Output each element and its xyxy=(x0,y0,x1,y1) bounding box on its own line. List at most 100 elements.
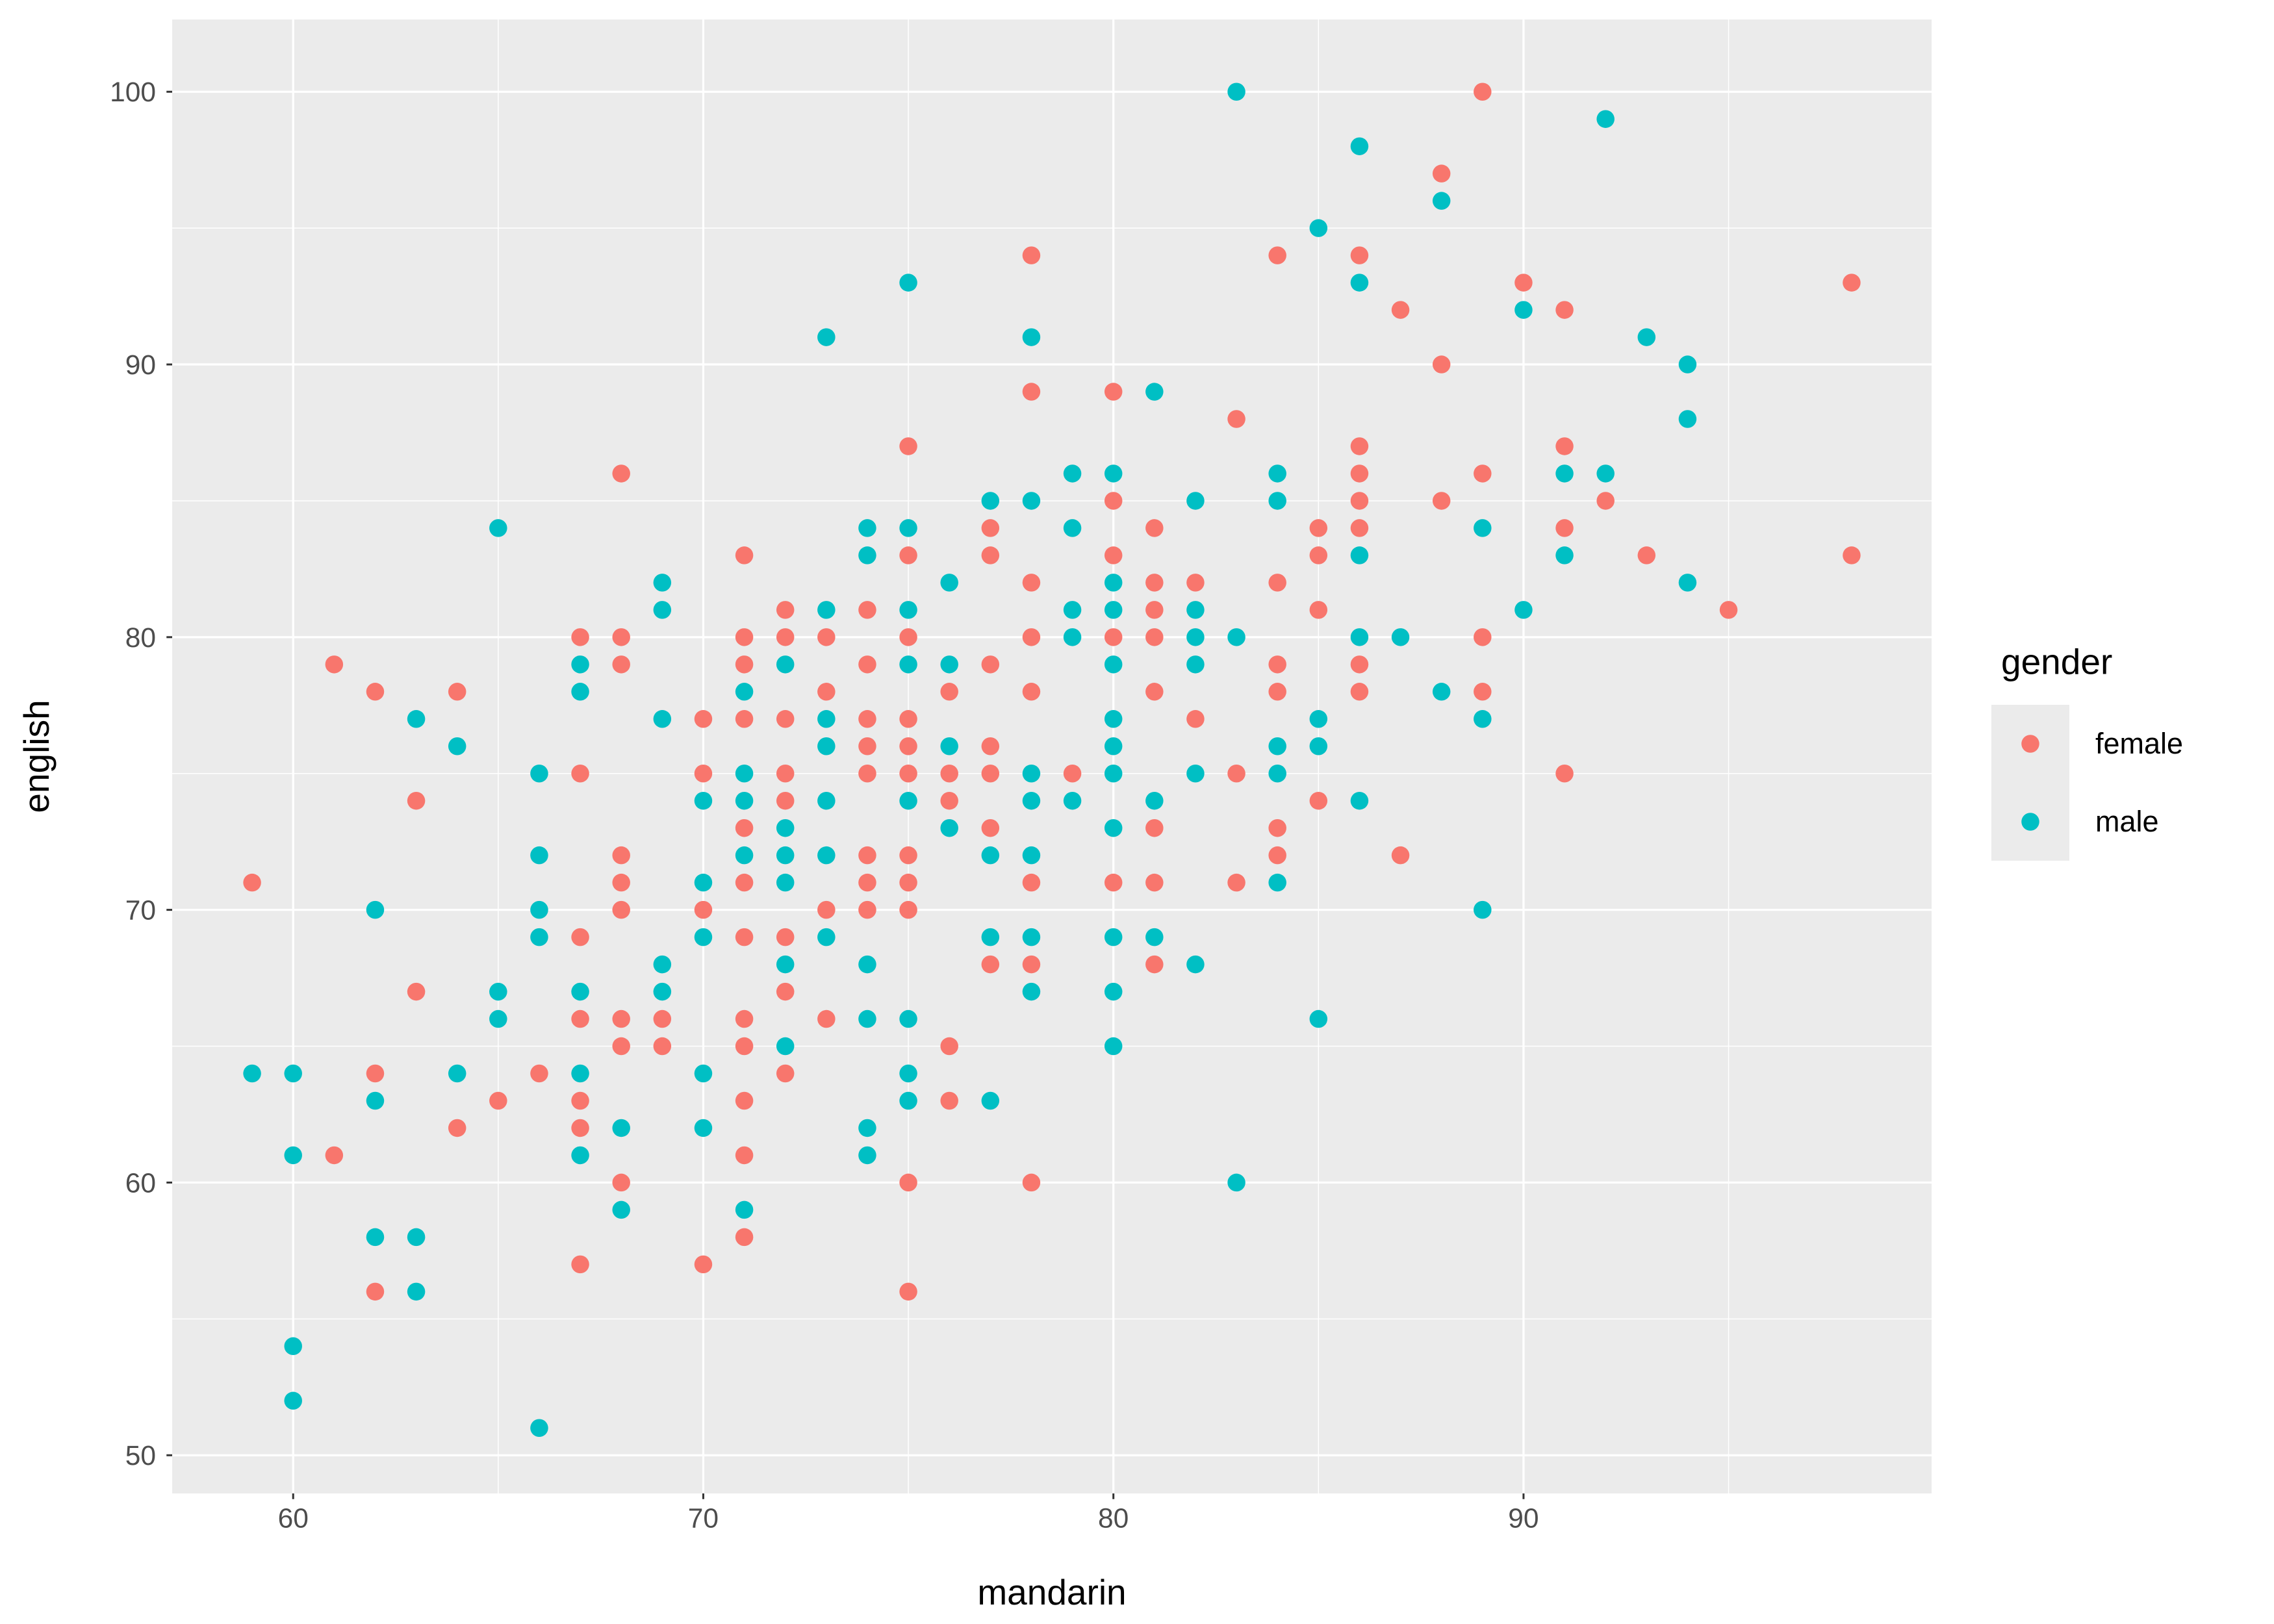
data-point-male xyxy=(776,655,795,674)
data-point-male xyxy=(1063,519,1082,537)
data-point-female xyxy=(530,1064,548,1083)
data-point-female xyxy=(981,955,1000,974)
data-point-female xyxy=(694,764,713,783)
data-point-male xyxy=(1309,710,1328,728)
data-point-female xyxy=(776,982,795,1001)
legend-key-box xyxy=(1991,705,2069,783)
data-point-female xyxy=(1145,683,1164,701)
data-point-male xyxy=(1678,410,1697,428)
data-point-male xyxy=(1432,192,1451,210)
legend-entry-female: female xyxy=(1991,705,2274,783)
data-point-female xyxy=(1227,764,1246,783)
data-point-male xyxy=(1268,737,1286,755)
data-point-female xyxy=(1514,273,1533,292)
data-point-female xyxy=(776,601,795,619)
data-point-male xyxy=(1104,737,1123,755)
data-point-male xyxy=(653,982,672,1001)
legend-entry-male: male xyxy=(1991,783,2274,861)
data-point-male xyxy=(1596,464,1615,483)
data-point-male xyxy=(694,873,713,892)
data-point-male xyxy=(1268,492,1286,510)
data-point-female xyxy=(571,1009,589,1028)
data-point-female xyxy=(735,655,754,674)
data-point-male xyxy=(1186,492,1205,510)
data-point-male xyxy=(571,982,589,1001)
data-point-female xyxy=(571,764,589,783)
y-tick-label: 80 xyxy=(125,623,156,653)
data-point-female xyxy=(1104,546,1123,565)
data-point-female xyxy=(1309,601,1328,619)
data-point-female xyxy=(1227,873,1246,892)
data-point-female xyxy=(858,873,876,892)
y-tick-label: 70 xyxy=(125,896,156,926)
data-point-female xyxy=(694,1255,713,1274)
data-point-male xyxy=(981,928,1000,946)
data-point-male xyxy=(571,1064,589,1083)
data-point-female xyxy=(735,1091,754,1110)
data-point-female xyxy=(1268,846,1286,865)
data-point-female xyxy=(776,928,795,946)
data-point-female xyxy=(858,710,876,728)
data-point-male xyxy=(1474,519,1492,537)
data-point-female xyxy=(1104,628,1123,646)
data-point-female xyxy=(612,628,630,646)
data-point-male xyxy=(817,710,836,728)
data-point-female xyxy=(817,900,836,919)
legend-label-female: female xyxy=(2095,726,2184,759)
data-point-male xyxy=(694,1064,713,1083)
data-point-female xyxy=(694,900,713,919)
data-point-female xyxy=(735,873,754,892)
data-point-female xyxy=(1145,955,1164,974)
data-point-female xyxy=(981,737,1000,755)
data-point-female xyxy=(735,1009,754,1028)
data-point-male xyxy=(1063,791,1082,810)
data-point-female xyxy=(899,1282,917,1301)
data-point-male xyxy=(1063,464,1082,483)
data-point-male xyxy=(1022,982,1041,1001)
data-point-male xyxy=(1104,982,1123,1001)
data-point-male xyxy=(735,764,754,783)
data-point-male xyxy=(1309,737,1328,755)
data-point-male xyxy=(735,791,754,810)
data-point-male xyxy=(571,683,589,701)
data-point-female xyxy=(1104,873,1123,892)
data-point-female xyxy=(1022,683,1041,701)
data-point-male xyxy=(1227,1173,1246,1192)
data-point-female xyxy=(407,982,426,1001)
data-point-male xyxy=(1309,219,1328,237)
data-point-female xyxy=(1555,764,1574,783)
data-point-male xyxy=(899,1009,917,1028)
data-point-male xyxy=(858,955,876,974)
data-point-female xyxy=(1474,683,1492,701)
data-point-male xyxy=(1350,137,1369,155)
data-point-female xyxy=(899,1173,917,1192)
data-point-male xyxy=(1145,791,1164,810)
data-point-female xyxy=(1022,955,1041,974)
data-point-male xyxy=(1186,764,1205,783)
data-point-female xyxy=(612,900,630,919)
data-point-female xyxy=(1145,628,1164,646)
data-point-male xyxy=(1145,928,1164,946)
data-point-female xyxy=(1145,818,1164,837)
data-point-female xyxy=(1474,464,1492,483)
data-point-male xyxy=(1474,900,1492,919)
data-point-male xyxy=(284,1391,302,1410)
data-point-female xyxy=(1145,519,1164,537)
data-point-male xyxy=(1555,546,1574,565)
data-point-female xyxy=(366,1282,385,1301)
data-point-male xyxy=(489,982,507,1001)
x-tick-label: 70 xyxy=(688,1504,719,1534)
data-point-female xyxy=(366,683,385,701)
data-point-male xyxy=(653,601,672,619)
data-point-male xyxy=(1145,383,1164,401)
data-point-female xyxy=(899,546,917,565)
data-point-male xyxy=(1186,601,1205,619)
data-point-female xyxy=(735,710,754,728)
data-point-female xyxy=(1350,683,1369,701)
legend-key-box xyxy=(1991,783,2069,861)
data-point-male xyxy=(366,900,385,919)
data-point-male xyxy=(1022,846,1041,865)
data-point-female xyxy=(858,764,876,783)
data-point-female xyxy=(776,791,795,810)
